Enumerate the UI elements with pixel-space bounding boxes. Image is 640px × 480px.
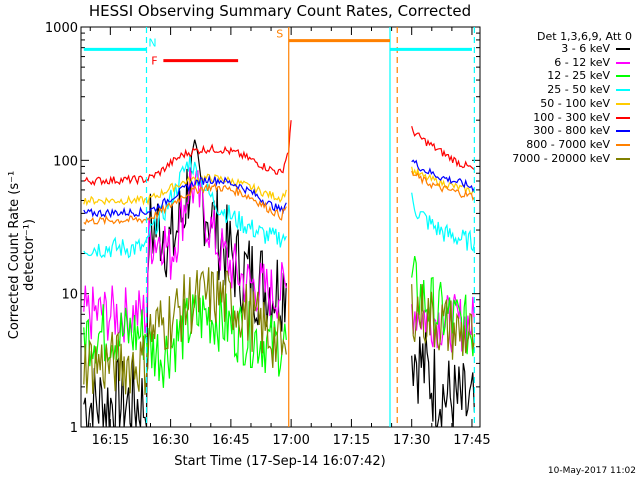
legend-label: 50 - 100 keV — [540, 96, 610, 110]
x-tick-label: 16:15 — [92, 433, 129, 448]
series-line-7 — [411, 170, 475, 202]
y-tick-label: 1000 — [45, 21, 78, 36]
legend-item: 6 - 12 keV — [470, 56, 632, 69]
y-axis-label: Corrected Count Rate (s⁻¹ detector⁻¹) — [7, 170, 37, 340]
legend-label: 12 - 25 keV — [547, 69, 610, 83]
x-tick-label: 17:45 — [453, 433, 490, 448]
series-line-2 — [411, 255, 475, 357]
y-tick-label: 100 — [53, 154, 78, 169]
legend-swatch — [616, 130, 630, 133]
x-tick-label: 17:30 — [393, 433, 430, 448]
series-line-8 — [83, 267, 287, 395]
series-line-1 — [83, 167, 287, 343]
x-axis-label: Start Time (17-Sep-14 16:07:42) — [174, 454, 386, 469]
y-tick-label: 1 — [70, 421, 78, 436]
legend-swatch — [616, 48, 630, 50]
series-line-4 — [83, 173, 287, 207]
legend-item: 25 - 50 keV — [470, 83, 632, 96]
series-line-0 — [411, 330, 475, 427]
legend-swatch — [616, 75, 630, 78]
series-line-0 — [83, 139, 287, 427]
series-line-3 — [83, 155, 287, 259]
x-tick-label: 16:45 — [212, 433, 249, 448]
legend-label: 300 - 800 keV — [533, 124, 610, 138]
legend-label: 100 - 300 keV — [533, 110, 610, 124]
legend-header: Det 1,3,6,9, Att 0 — [537, 30, 632, 43]
legend-label: 25 - 50 keV — [547, 83, 610, 97]
legend-item: 800 - 7000 keV — [470, 138, 632, 151]
legend-item: 3 - 6 keV — [470, 42, 632, 55]
series-line-8 — [411, 284, 475, 360]
legend-label: 6 - 12 keV — [554, 55, 610, 69]
plot-frame — [80, 26, 481, 428]
series-line-5 — [83, 120, 292, 187]
legend-label: 3 - 6 keV — [561, 42, 610, 55]
chart-title: HESSI Observing Summary Count Rates, Cor… — [88, 2, 472, 20]
y-tick-label: 10 — [61, 288, 78, 303]
series-line-5 — [411, 126, 475, 171]
legend-item: 50 - 100 keV — [470, 97, 632, 110]
annotation-label-F: F — [151, 55, 157, 68]
legend-item: 7000 - 20000 keV — [470, 152, 632, 165]
series-line-7 — [83, 182, 287, 226]
x-tick-label: 17:15 — [333, 433, 370, 448]
series-line-6 — [411, 159, 475, 193]
legend-swatch — [616, 102, 630, 105]
legend-swatch — [616, 61, 630, 64]
legend-label: 800 - 7000 keV — [526, 137, 610, 151]
legend-swatch — [616, 143, 630, 146]
series-line-3 — [411, 192, 475, 252]
legend-item: 300 - 800 keV — [470, 124, 632, 137]
annotation-label-N: N — [148, 36, 156, 49]
date-stamp: 10-May-2017 11:02 — [547, 466, 636, 476]
legend-item: 12 - 25 keV — [470, 69, 632, 82]
legend-item: 100 - 300 keV — [470, 111, 632, 124]
legend-swatch — [616, 89, 630, 92]
x-tick-label: 16:30 — [152, 433, 189, 448]
series-line-6 — [83, 174, 287, 219]
x-tick-label: 17:00 — [272, 433, 309, 448]
legend-swatch — [616, 157, 630, 160]
legend-label: 7000 - 20000 keV — [512, 151, 610, 165]
annotation-label-S: S — [276, 28, 283, 41]
legend-swatch — [616, 116, 630, 119]
